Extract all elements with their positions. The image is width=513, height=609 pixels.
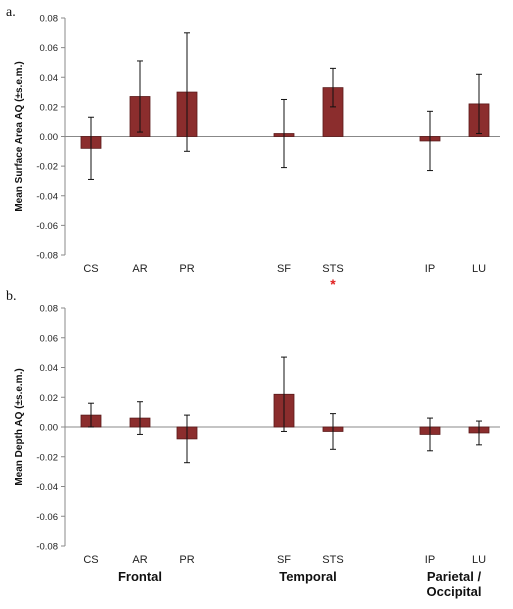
category-label: PR (179, 263, 194, 275)
category-label: AR (132, 554, 147, 566)
y-axis-label: Mean Surface Area AQ (±s.e.m.) (14, 61, 25, 211)
category-label: SF (277, 263, 291, 275)
y-tick-label: -0.08 (36, 542, 58, 553)
significance-marker: * (330, 276, 336, 292)
y-tick-label: -0.04 (36, 191, 58, 202)
category-label: IP (425, 263, 435, 275)
group-label-line: Frontal (118, 569, 162, 584)
group-label: Parietal / Occipital (427, 569, 482, 599)
y-tick-label: -0.04 (36, 482, 58, 493)
y-tick-label: 0.00 (40, 132, 59, 143)
panel-label: a. (6, 5, 16, 20)
y-tick-label: -0.06 (36, 512, 58, 523)
y-tick-label: -0.02 (36, 162, 58, 173)
y-tick-label: 0.06 (40, 43, 59, 54)
panel-label: b. (6, 289, 17, 304)
category-label: LU (472, 263, 486, 275)
category-label: LU (472, 554, 486, 566)
y-tick-label: 0.08 (40, 304, 59, 315)
y-tick-label: -0.08 (36, 251, 58, 262)
y-tick-label: 0.04 (40, 363, 59, 374)
y-tick-label: 0.02 (40, 393, 59, 404)
category-label: STS (322, 554, 343, 566)
chart-panel-2: b. 0.08 0.06 0.04 0.02 0.00 -0.02 -0.04 -0.06 -0.… (6, 289, 500, 566)
chart-panel-1: a. 0.08 0.06 0.04 0.02 0.00 -0.02 -0.04 -0.06 -0.… (6, 5, 500, 292)
y-axis-label: Mean Depth AQ (±s.e.m.) (14, 368, 25, 485)
group-label-line: Parietal / (427, 569, 482, 584)
category-label: STS (322, 263, 343, 275)
category-label: CS (83, 263, 98, 275)
category-label: PR (179, 554, 194, 566)
category-label: CS (83, 554, 98, 566)
category-label: IP (425, 554, 435, 566)
group-label-line: Temporal (279, 569, 337, 584)
y-tick-label: 0.06 (40, 333, 59, 344)
y-tick-label: 0.04 (40, 73, 59, 84)
y-tick-label: -0.02 (36, 452, 58, 463)
group-label: Frontal (118, 569, 162, 584)
y-tick-label: 0.02 (40, 102, 59, 113)
group-label-line: Occipital (427, 584, 482, 599)
group-label: Temporal (279, 569, 337, 584)
y-tick-label: -0.06 (36, 221, 58, 232)
category-label: AR (132, 263, 147, 275)
y-tick-label: 0.08 (40, 14, 59, 25)
y-tick-label: 0.00 (40, 423, 59, 434)
category-label: SF (277, 554, 291, 566)
